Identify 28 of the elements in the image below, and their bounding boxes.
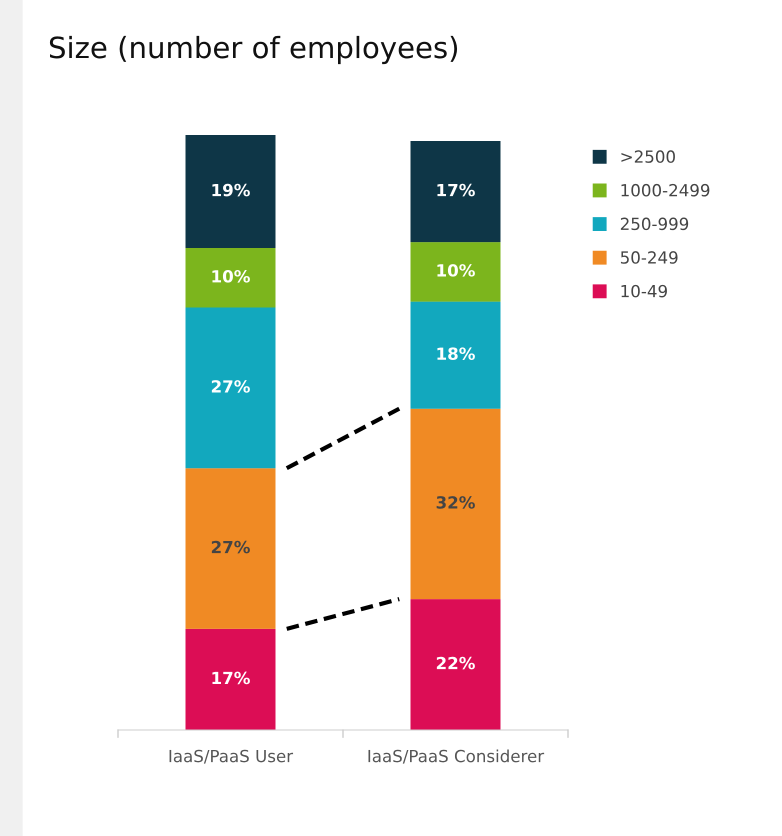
bar [186, 308, 276, 468]
bar [186, 628, 276, 730]
legend-label: 10-49 [621, 284, 667, 298]
x-tick-label: IaaS/PaaS Considerer [368, 749, 544, 764]
data-label: 10% [212, 270, 250, 283]
legend-label: 250-999 [620, 218, 688, 230]
chart-title: Size (number of employees) [50, 36, 458, 64]
legend-label: 1000-2499 [621, 184, 710, 197]
data-label: 27% [212, 540, 250, 554]
legend-label: >2500 [621, 150, 675, 163]
data-label: 22% [436, 656, 475, 670]
bar [410, 140, 500, 242]
data-label: 18% [437, 347, 475, 360]
bar [186, 468, 276, 629]
x-tick-label: IaaS/PaaS User [170, 750, 294, 764]
data-label: 27% [212, 380, 250, 393]
data-label: 17% [212, 672, 250, 684]
data-label: 10% [437, 264, 475, 277]
bar [410, 599, 500, 730]
data-label: 19% [212, 184, 250, 196]
data-label: 32% [436, 496, 475, 509]
bar [410, 302, 500, 409]
bar [410, 242, 500, 302]
legend-label: 50-249 [620, 251, 678, 264]
bar [186, 248, 276, 308]
data-label: 17% [437, 184, 475, 196]
bar [186, 135, 276, 248]
bar [410, 408, 500, 600]
